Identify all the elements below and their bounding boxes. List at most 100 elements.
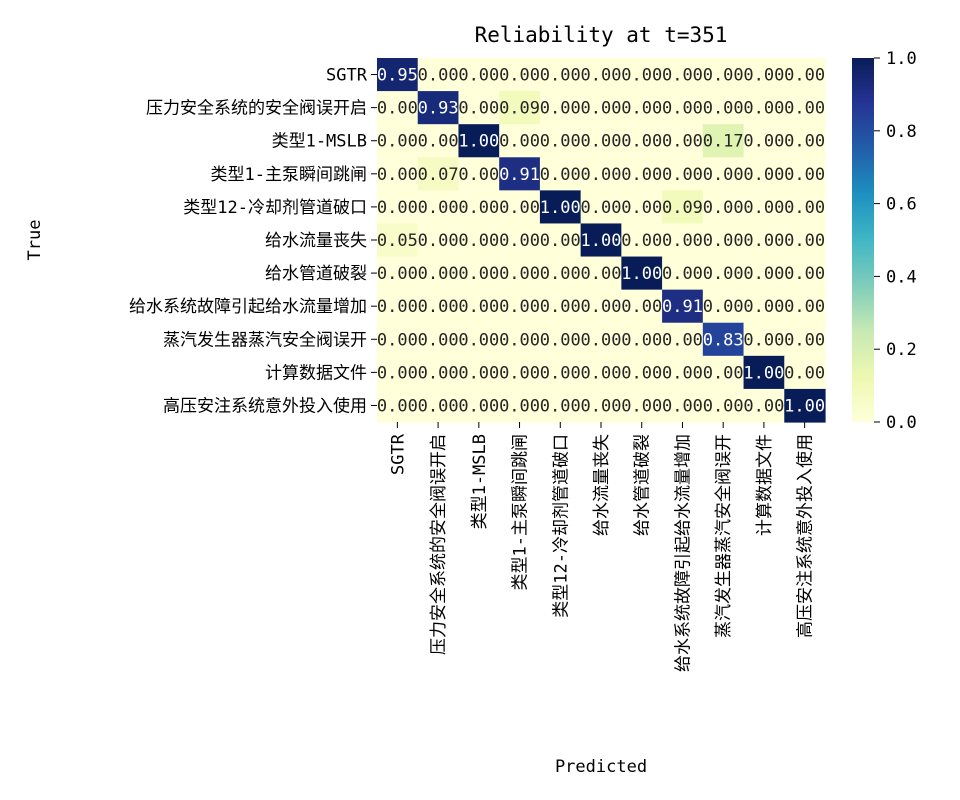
cell-value-label: 0.00: [662, 66, 703, 86]
colorbar-tick-label: 0.6: [886, 195, 917, 215]
heatmap-cell: [499, 223, 541, 258]
cell-value-label: 0.00: [458, 297, 499, 317]
heatmap-cell: [662, 256, 704, 291]
cell-value-label: 0.07: [418, 165, 459, 185]
x-tick-label: 给水系统故障引起给水流量增加: [673, 434, 693, 672]
heatmap-cell: [377, 223, 419, 258]
heatmap-cell: [784, 124, 826, 158]
cell-value-label: 0.00: [743, 264, 784, 284]
cell-value-label: 0.00: [703, 264, 744, 284]
cell-value-label: 0.00: [743, 198, 784, 218]
cell-value-label: 0.00: [662, 165, 703, 185]
heatmap-cell: [377, 190, 419, 225]
cell-value-label: 0.00: [784, 66, 825, 86]
cell-value-label: 0.00: [784, 297, 825, 317]
cell-value-label: 0.00: [581, 264, 622, 284]
y-axis-label: True: [25, 220, 45, 261]
cell-value-label: 0.00: [703, 396, 744, 416]
heatmap-cell: [417, 91, 460, 125]
cell-value-label: 0.00: [581, 66, 622, 86]
cell-value-labels: 0.95 0.00 0.00 0.00 0.00 0.00 0.00 0.00 0.00 0.00…: [377, 66, 825, 417]
heatmap-cell: [377, 289, 419, 324]
cell-value-label: 0.00: [540, 99, 581, 119]
cell-value-label: 0.00: [540, 363, 581, 383]
cell-value-label: 0.00: [458, 165, 499, 185]
cell-value-label: 0.00: [581, 132, 622, 152]
cell-value-label: 0.00: [418, 198, 459, 218]
heatmap-cell: [499, 58, 541, 92]
heatmap-cell: [417, 256, 460, 291]
cell-value-label: 0.93: [418, 99, 459, 119]
cell-value-label: 0.00: [581, 99, 622, 119]
cell-value-label: 0.00: [743, 132, 784, 152]
cell-value-label: 0.00: [377, 132, 418, 152]
cell-value-label: 0.00: [499, 264, 540, 284]
x-tick-labels: SGTR 压力安全系统的安全阀误开启 类型1-MSLB 类型1-主泵瞬间跳闸 类型12-…: [388, 422, 816, 672]
cell-value-label: 0.00: [743, 165, 784, 185]
cell-value-label: 0.00: [703, 363, 744, 383]
cell-value-label: 0.00: [703, 198, 744, 218]
heatmap-cell: [784, 157, 826, 191]
heatmap-cell: [377, 355, 419, 390]
heatmap-cell: [499, 289, 541, 324]
heatmap-cell: [743, 58, 785, 92]
heatmap-cell: [702, 388, 745, 423]
heatmap-cell: [621, 322, 663, 357]
cell-value-label: 0.00: [458, 231, 499, 251]
cell-value-label: 1.00: [581, 231, 622, 251]
cell-value-label: 0.91: [499, 165, 540, 185]
heatmap-cell: [580, 223, 622, 258]
heatmap-cell: [621, 91, 663, 125]
heatmap-cell: [458, 190, 500, 225]
cell-value-label: 0.00: [418, 264, 459, 284]
x-tick-label: 计算数据文件: [755, 434, 775, 536]
heatmap-cell: [458, 256, 500, 291]
heatmap-cell: [499, 355, 541, 390]
heatmap-cell: [539, 58, 582, 92]
y-tick-label: 给水系统故障引起给水流量增加: [129, 297, 367, 317]
cell-value-label: 0.00: [540, 132, 581, 152]
heatmap-cell: [743, 190, 785, 225]
y-tick-label: 计算数据文件: [265, 363, 367, 383]
heatmap-cell: [458, 322, 500, 357]
cell-value-label: 0.91: [662, 297, 703, 317]
x-tick-label: 压力安全系统的安全阀误开启: [429, 434, 449, 655]
cell-value-label: 1.00: [784, 396, 825, 416]
cell-value-label: 0.00: [703, 297, 744, 317]
cell-value-label: 0.00: [662, 132, 703, 152]
cell-value-label: 0.00: [784, 363, 825, 383]
heatmap-cell: [702, 58, 745, 92]
heatmap-cell: [621, 124, 663, 158]
cell-value-label: 0.00: [499, 363, 540, 383]
heatmap-cell: [621, 223, 663, 258]
heatmap-cell: [662, 190, 704, 225]
heatmap-cell: [458, 157, 500, 191]
cell-value-label: 0.00: [743, 330, 784, 350]
heatmap-cell: [417, 157, 460, 191]
heatmap-cell: [458, 289, 500, 324]
colorbar-tick-label: 0.4: [886, 267, 917, 287]
cell-value-label: 0.00: [418, 297, 459, 317]
cell-value-label: 0.17: [703, 132, 744, 152]
cell-value-label: 0.00: [540, 165, 581, 185]
cell-value-label: 0.00: [499, 66, 540, 86]
heatmap-cell: [743, 289, 785, 324]
heatmap-cell: [580, 124, 622, 158]
cell-value-label: 0.00: [581, 198, 622, 218]
cell-value-label: 0.00: [499, 198, 540, 218]
heatmap-cell: [417, 190, 460, 225]
heatmap-cell: [458, 58, 500, 92]
cell-value-label: 0.83: [703, 330, 744, 350]
heatmap-cell: [743, 256, 785, 291]
heatmap-cell: [539, 223, 582, 258]
cell-value-label: 0.00: [499, 231, 540, 251]
cell-value-label: 0.00: [743, 396, 784, 416]
heatmap-cell: [702, 190, 745, 225]
heatmap-cell: [377, 322, 419, 357]
cell-value-label: 0.00: [743, 231, 784, 251]
cell-value-label: 0.00: [499, 297, 540, 317]
cell-value-label: 0.00: [540, 264, 581, 284]
cell-value-label: 0.00: [377, 297, 418, 317]
cell-value-label: 0.00: [784, 99, 825, 119]
heatmap-cell: [621, 388, 663, 423]
